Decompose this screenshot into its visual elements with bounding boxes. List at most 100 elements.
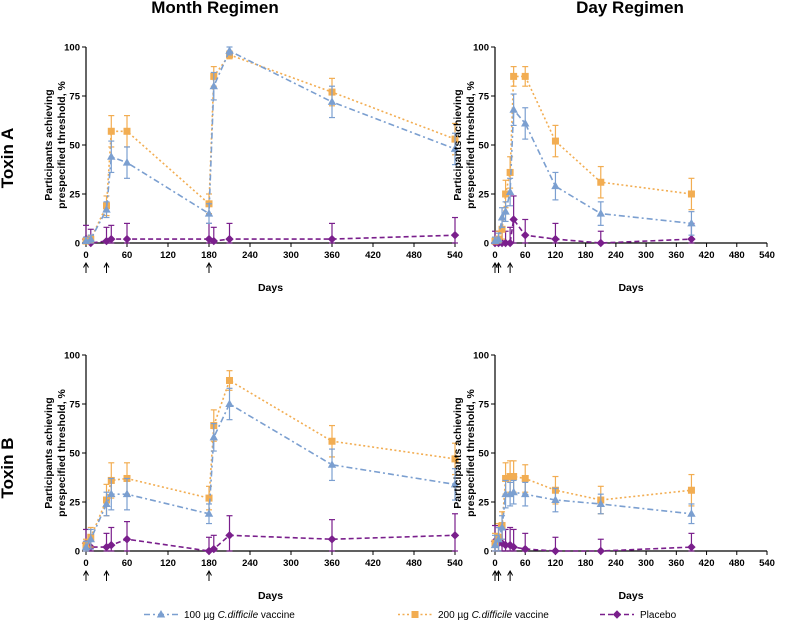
- data-point: [107, 489, 116, 498]
- data-point: [506, 473, 514, 481]
- data-point: [521, 544, 530, 554]
- arrow-head: [83, 261, 89, 268]
- x-tick-label: 300: [283, 558, 299, 569]
- data-point: [501, 238, 510, 248]
- legend-suffix: vaccine: [258, 610, 295, 621]
- x-tick-label: 480: [406, 558, 422, 569]
- y-tick-label: 100: [473, 351, 489, 362]
- x-tick-label: 480: [406, 250, 422, 261]
- data-point: [327, 234, 337, 244]
- legend-italic: C.difficile: [472, 610, 513, 621]
- y-tick-label: 0: [75, 239, 80, 250]
- chart-panel-3: 0 25 50 75 100 0 60 120 180 240 300 360 420 480 540 Day…: [43, 351, 463, 603]
- vaccination-arrow: [492, 569, 498, 581]
- y-axis-label-line-1: Participants achieving: [452, 397, 464, 508]
- data-point: [122, 234, 132, 244]
- y-tick-label: 25: [69, 190, 80, 201]
- data-point: [596, 238, 605, 248]
- data-point: [209, 432, 218, 441]
- series-line: [494, 107, 692, 242]
- vaccination-arrow: [495, 569, 502, 581]
- legend: 100 µg C.difficile vaccine 200 µg C.diffi…: [144, 610, 677, 621]
- x-tick-label: 480: [729, 558, 745, 569]
- arrow-head: [103, 569, 110, 576]
- data-point: [597, 178, 605, 186]
- data-point: [209, 544, 218, 554]
- x-tick-label: 360: [324, 250, 340, 261]
- data-point: [450, 230, 460, 240]
- y-tick-label: 100: [64, 43, 80, 54]
- series-line: [495, 217, 692, 244]
- chart-panel-4: 0 25 50 75 100 0 60 120 180 240 300 360 420 480 540 Day…: [452, 351, 775, 603]
- series-line: [494, 75, 692, 242]
- x-axis-label: Days: [258, 282, 283, 294]
- legend-suffix: vaccine: [512, 610, 549, 621]
- data-point: [687, 486, 695, 494]
- series-v100: [490, 93, 696, 245]
- legend-item-placebo: Placebo: [600, 610, 677, 621]
- y-tick-label: 0: [484, 239, 489, 250]
- legend-prefix: 200 µg: [438, 610, 472, 621]
- x-tick-label: 120: [548, 558, 564, 569]
- data-point: [122, 535, 132, 544]
- data-point: [596, 546, 605, 556]
- arrow-head: [507, 569, 514, 576]
- series-line: [85, 49, 456, 242]
- x-tick-label: 120: [160, 250, 176, 261]
- data-point: [490, 236, 500, 245]
- data-point: [501, 207, 510, 215]
- data-point: [450, 479, 460, 488]
- x-tick-label: 300: [638, 558, 654, 569]
- y-tick-label: 0: [484, 547, 489, 558]
- column-title-1: Month Regimen: [151, 0, 279, 17]
- y-tick-label: 75: [478, 400, 489, 411]
- y-tick-label: 50: [478, 449, 489, 460]
- data-point: [122, 158, 132, 166]
- data-point: [687, 509, 696, 517]
- data-point: [505, 187, 515, 196]
- x-tick-label: 0: [83, 558, 88, 569]
- data-point: [225, 234, 234, 244]
- legend-italic: C.difficile: [218, 610, 259, 621]
- y-tick-label: 75: [478, 92, 489, 103]
- x-tick-label: 240: [608, 250, 624, 261]
- x-tick-label: 120: [548, 250, 564, 261]
- data-point: [596, 499, 605, 507]
- data-point: [204, 509, 214, 517]
- data-point: [209, 81, 218, 90]
- data-point: [687, 234, 696, 244]
- arrow-head: [495, 569, 502, 576]
- data-point: [102, 542, 111, 552]
- vaccination-arrow: [507, 261, 514, 273]
- data-point: [123, 127, 131, 135]
- data-point: [509, 542, 518, 552]
- x-tick-label: 60: [122, 558, 133, 569]
- data-point: [490, 540, 500, 549]
- data-point: [107, 152, 116, 160]
- y-axis-label-line-2: prespecified threshold, %: [465, 388, 477, 516]
- data-point: [509, 105, 518, 113]
- row-title-1: Toxin A: [0, 128, 17, 188]
- series-placebo: [81, 513, 460, 556]
- data-point: [521, 118, 530, 127]
- data-point: [327, 460, 337, 468]
- data-point: [328, 437, 336, 445]
- x-tick-label: 180: [201, 250, 217, 261]
- legend-marker-diamond: [612, 610, 622, 619]
- legend-item-v200: 200 µg C.difficile vaccine: [398, 610, 549, 621]
- data-point: [225, 46, 234, 54]
- vaccination-arrow: [103, 569, 110, 581]
- x-tick-label: 60: [520, 558, 531, 569]
- data-point: [107, 234, 116, 244]
- x-tick-label: 540: [759, 250, 775, 261]
- series-placebo: [490, 195, 696, 248]
- x-axis-label: Days: [618, 590, 643, 602]
- series-line: [85, 53, 456, 242]
- legend-prefix: 100 µg: [184, 610, 218, 621]
- x-tick-label: 120: [160, 558, 176, 569]
- x-tick-label: 300: [283, 250, 299, 261]
- series-placebo: [81, 216, 460, 248]
- data-point: [204, 209, 214, 217]
- data-point: [521, 474, 529, 482]
- vaccination-arrow: [206, 261, 212, 273]
